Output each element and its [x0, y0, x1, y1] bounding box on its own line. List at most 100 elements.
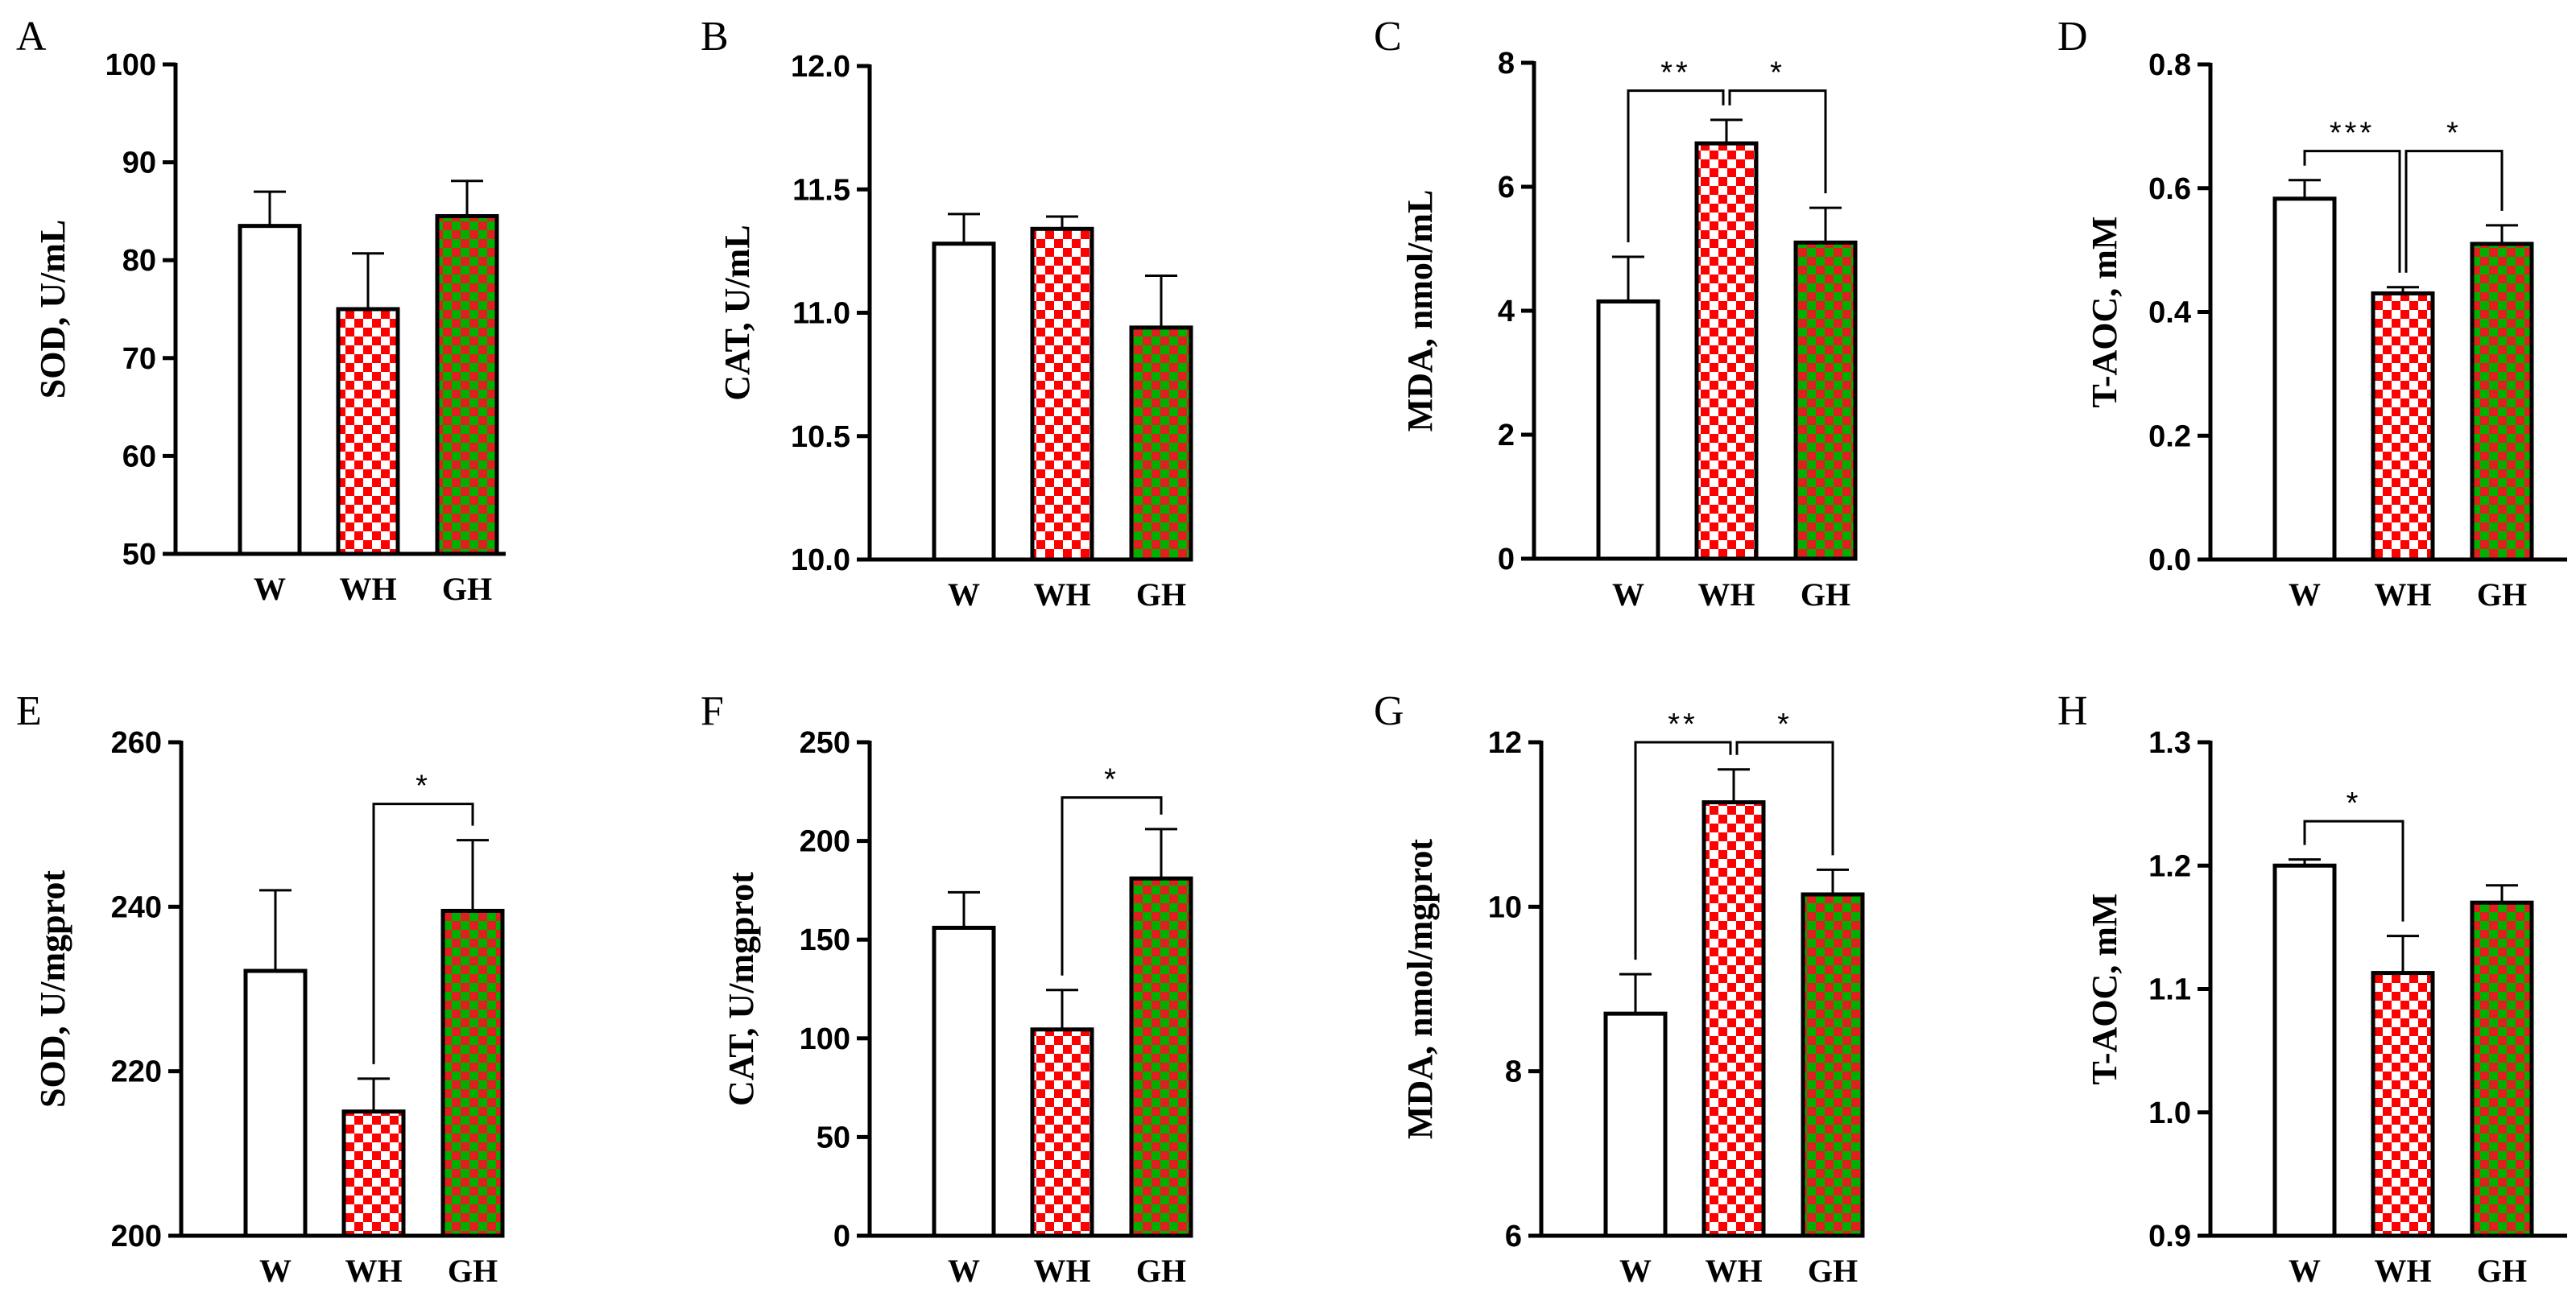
significance-bracket [1728, 89, 1827, 194]
x-tick-label: W [1619, 1253, 1652, 1289]
significance-label: ** [1668, 708, 1698, 741]
significance-label: * [2446, 117, 2462, 151]
significance-bracket [2303, 820, 2404, 922]
y-tick-label: 240 [111, 890, 162, 924]
y-tick-label: 11.0 [792, 297, 850, 331]
y-tick-label: 100 [105, 48, 156, 82]
x-tick-label: GH [442, 571, 492, 607]
y-tick-label: 60 [122, 440, 156, 473]
panel-h: H T-AOC, mM W WH GH 0.9 1.0 1.1 1.2 1.3 * [2057, 688, 2567, 1289]
bar-gh [1129, 325, 1193, 562]
significance-label: * [1104, 763, 1119, 797]
significance-label: * [416, 770, 431, 803]
x-tick-label: WH [2374, 1253, 2431, 1289]
significance-bracket [1061, 796, 1163, 976]
significance-label: *** [2330, 117, 2375, 151]
y-tick-label: 1.2 [2148, 849, 2191, 883]
y-tick-label: 150 [800, 923, 850, 957]
y-axis-label: CAT, U/mL [717, 225, 757, 400]
panel-b: B CAT, U/mL W WH GH 10.0 10.5 11.0 11.5 12.0 [701, 14, 1193, 613]
y-tick-label: 0.4 [2148, 296, 2191, 330]
bar-wh [2371, 971, 2435, 1238]
panel-letter: D [2057, 14, 2088, 60]
y-tick-label: 220 [111, 1055, 162, 1089]
bar-gh [1793, 240, 1858, 561]
y-tick-label: 8 [1498, 47, 1515, 81]
bar-w [243, 968, 308, 1238]
significance-label: ** [1660, 56, 1691, 90]
panel-f: F CAT, U/mgprot W WH GH 0 50 100 150 200 250 * [701, 688, 1193, 1289]
significance-bracket [1634, 741, 1732, 960]
x-tick-label: W [1612, 576, 1644, 613]
significance-label: * [2347, 787, 2362, 820]
bar-w [932, 925, 996, 1238]
bar-w [1603, 1011, 1668, 1238]
y-tick-label: 10.0 [791, 543, 850, 577]
y-tick-label: 0.9 [2148, 1220, 2191, 1253]
y-axis-label: SOD, U/mgprot [33, 870, 72, 1108]
y-tick-label: 1.1 [2148, 973, 2191, 1007]
y-tick-label: 12 [1488, 726, 1522, 760]
y-tick-label: 0 [833, 1220, 850, 1253]
bar-w [238, 224, 302, 556]
y-tick-label: 10 [1488, 890, 1522, 924]
x-tick-label: GH [1136, 1253, 1186, 1289]
significance-label: * [1777, 708, 1792, 741]
significance-bracket [1627, 89, 1725, 243]
panel-e: E SOD, U/mgprot W WH GH 200 220 240 260 * [16, 688, 505, 1289]
x-tick-label: W [2289, 576, 2321, 613]
panel-letter: B [701, 14, 729, 60]
y-tick-label: 2 [1498, 419, 1515, 452]
significance-bracket [1735, 741, 1834, 856]
panel-letter: E [16, 688, 42, 734]
x-tick-label: GH [2477, 1253, 2527, 1289]
x-tick-label: WH [2374, 576, 2431, 613]
panel-letter: H [2057, 688, 2088, 734]
bar-wh [1030, 226, 1094, 562]
y-tick-label: 0 [1498, 543, 1515, 576]
y-tick-label: 8 [1505, 1055, 1522, 1089]
y-axis-label: MDA, nmol/mgprot [1400, 839, 1440, 1140]
x-tick-label: GH [2477, 576, 2527, 613]
significance-label: * [1770, 56, 1785, 90]
y-tick-label: 0.0 [2148, 543, 2191, 577]
bar-wh [336, 307, 400, 556]
y-tick-label: 0.6 [2148, 172, 2191, 206]
bar-wh [1694, 141, 1759, 561]
bar-w [1596, 299, 1660, 561]
y-axis-label: CAT, U/mgprot [722, 872, 761, 1106]
y-axis-label: T-AOC, mM [2085, 894, 2124, 1085]
x-tick-label: GH [1136, 576, 1186, 613]
y-tick-label: 12.0 [791, 50, 850, 84]
bar-w [2272, 863, 2337, 1238]
bar-gh [2470, 242, 2534, 562]
significance-bracket [2404, 150, 2504, 273]
y-tick-label: 50 [817, 1121, 850, 1154]
y-tick-label: 250 [800, 726, 850, 760]
panel-a: A SOD, U/mL W WH GH 50 60 70 80 90 100 [16, 14, 506, 607]
y-tick-label: 6 [1505, 1220, 1522, 1253]
x-tick-label: W [948, 1253, 980, 1289]
x-tick-label: WH [1697, 576, 1755, 613]
bar-gh [1129, 876, 1193, 1238]
panel-d: DT-AOC, mMW WH GH0.00.20.40.60.8*** * [2057, 14, 2567, 613]
x-tick-label: W [2289, 1253, 2321, 1289]
bar-gh [440, 908, 505, 1238]
y-tick-label: 100 [800, 1022, 850, 1056]
y-tick-label: 70 [122, 342, 156, 376]
bar-gh [1801, 892, 1865, 1238]
panel-letter: G [1374, 688, 1404, 734]
y-tick-label: 1.0 [2148, 1096, 2191, 1130]
x-tick-label: GH [1808, 1253, 1858, 1289]
x-tick-label: GH [448, 1253, 498, 1289]
bar-w [932, 242, 996, 562]
y-tick-label: 4 [1498, 295, 1515, 328]
x-tick-label: WH [1033, 1253, 1090, 1289]
y-tick-label: 90 [122, 147, 156, 180]
y-axis-label: MDA, nmol/mL [1400, 190, 1440, 432]
bar-gh [435, 213, 499, 556]
significance-bracket [372, 803, 474, 1064]
